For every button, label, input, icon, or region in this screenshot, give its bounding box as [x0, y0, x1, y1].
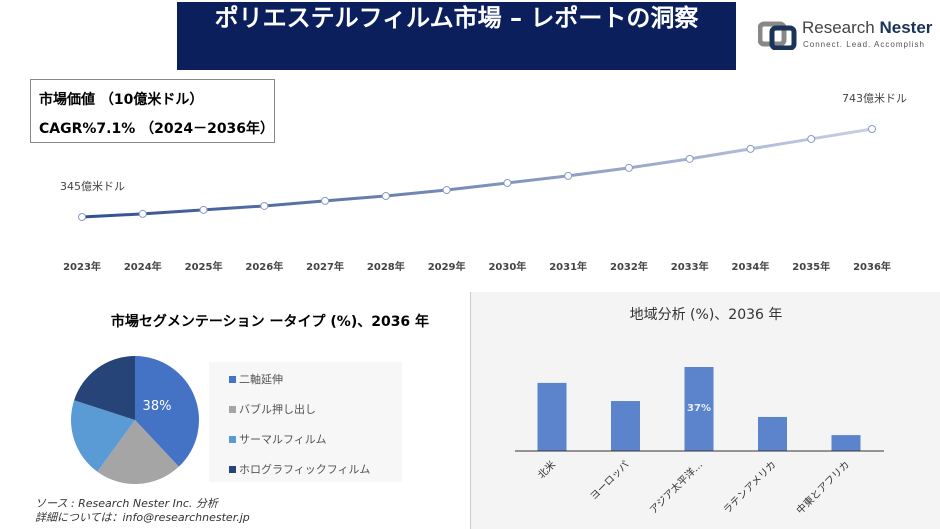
x-tick-label: 中東とアフリカ: [793, 458, 852, 517]
bar: [611, 401, 640, 451]
legend-swatch: [229, 376, 236, 383]
x-tick-label: 2033年: [671, 260, 709, 273]
x-tick-label: 2032年: [610, 260, 648, 273]
pie-title: 市場セグメンテーション ータイプ (%)、2036 年: [110, 314, 430, 330]
data-point: [807, 134, 816, 143]
legend-swatch: [229, 406, 236, 413]
pie-chart: 38%: [71, 356, 199, 484]
data-point: [442, 186, 451, 195]
info-box: 市場価値 （10億米ドル） CAGR%7.1% （2024－2036年）: [30, 79, 275, 143]
series-line: [81, 127, 873, 219]
bar: [758, 416, 787, 451]
x-tick-label: 2031年: [549, 260, 587, 273]
data-point: [78, 213, 86, 221]
legend-item: バブル押し出し: [229, 401, 316, 417]
pie-slice: [74, 356, 135, 420]
market-value-label: 市場価値 （10億米ドル）: [39, 92, 204, 108]
bar: [684, 367, 714, 451]
x-tick-label: 2034年: [732, 260, 770, 273]
source-line: ソース : Research Nester Inc. 分析: [35, 497, 218, 510]
x-tick-label: ラテンアメリカ: [721, 459, 779, 517]
x-tick-label: 北米: [535, 458, 558, 481]
data-point: [685, 154, 694, 163]
x-tick-label: 2023年: [63, 260, 101, 273]
cagr-label: CAGR%7.1% （2024－2036年）: [39, 121, 275, 137]
data-point: [624, 163, 633, 172]
data-point: [138, 209, 147, 218]
x-tick-label: 2027年: [306, 260, 344, 273]
x-tick-label: 2029年: [428, 260, 466, 273]
logo: Research Nester Connect. Lead. Accomplis…: [758, 18, 940, 52]
data-point: [746, 144, 755, 153]
x-tick-label: 2026年: [245, 260, 283, 273]
data-point: [321, 196, 330, 205]
pie-legend: 二軸延伸バブル押し出し サーマルフィルムホログラフィックフィルム: [209, 362, 402, 482]
legend-label: サーマルフィルム: [239, 433, 327, 446]
data-point: [868, 125, 876, 133]
data-point: [503, 178, 512, 187]
x-tick-label: 2025年: [185, 260, 223, 273]
line-chart: 345億米ドル 743億米ドル 2023年 2024年 2025年 2026年 2027…: [60, 92, 907, 273]
page-title-text: ポリエステルフィルム市場 – レポートの洞察: [214, 4, 699, 32]
page-title: ポリエステルフィルム市場 – レポートの洞察: [177, 2, 736, 70]
legend-swatch: [229, 436, 236, 443]
x-tick-label: 2036年: [853, 260, 891, 273]
bar: [537, 382, 567, 451]
pie-slice: [97, 420, 179, 484]
x-tick-label: アジア太平洋…: [647, 458, 705, 516]
logo-tagline: Connect. Lead. Accomplish: [803, 40, 925, 49]
end-annotation: 743億米ドル: [842, 92, 907, 105]
pie-slice: [71, 400, 135, 472]
data-point: [381, 191, 390, 200]
legend-label: バブル押し出し: [239, 403, 316, 416]
data-point: [260, 201, 269, 210]
pie-slice: [135, 356, 199, 467]
logo-icon: [758, 21, 797, 50]
x-tick-label: 2024年: [124, 260, 162, 273]
legend-item: 二軸延伸: [229, 371, 283, 387]
legend-item: サーマルフィルム: [229, 431, 327, 447]
bar-data-label: 37%: [687, 403, 711, 414]
x-tick-label: ヨーロッパ: [588, 459, 632, 503]
contact-line[interactable]: 詳細については：info@researchnester.jp: [35, 511, 250, 524]
bar-chart: 北米 ヨーロッパ アジア太平洋… ラテンアメリカ 中東とアフリカ 37%: [515, 367, 884, 517]
x-tick-label: 2028年: [367, 260, 405, 273]
legend-swatch: [229, 466, 236, 473]
data-point: [199, 205, 208, 214]
data-point: [564, 171, 573, 180]
source-note: ソース : Research Nester Inc. 分析 詳細については：in…: [35, 497, 250, 525]
region-panel: 地域分析 (%)、2036 年 北米 ヨーロッパ アジア太平洋… ラテンアメリカ 中東と…: [470, 292, 940, 529]
legend-label: ホログラフィックフィルム: [239, 463, 371, 476]
logo-text: Research Nester: [802, 18, 933, 37]
x-tick-label: 2035年: [792, 260, 830, 273]
legend-item: ホログラフィックフィルム: [229, 461, 370, 477]
x-tick-label: 2030年: [488, 260, 526, 273]
legend-label: 二軸延伸: [239, 373, 283, 386]
pie-data-label: 38%: [143, 399, 172, 414]
start-annotation: 345億米ドル: [60, 180, 125, 193]
bar-title: 地域分析 (%)、2036 年: [629, 307, 783, 323]
bar: [831, 435, 861, 451]
